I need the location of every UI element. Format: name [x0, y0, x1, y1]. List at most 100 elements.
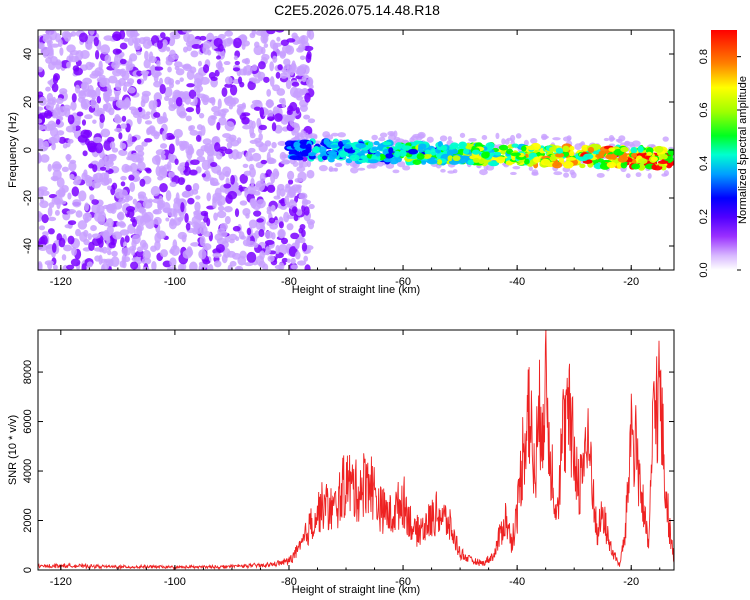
heatmap-cell — [115, 49, 122, 54]
heatmap-cell — [145, 111, 151, 116]
heatmap-cell — [452, 169, 458, 174]
heatmap-cell — [269, 76, 275, 87]
heatmap-cell — [138, 194, 145, 201]
heatmap-cell — [38, 96, 47, 106]
heatmap-cell — [82, 150, 88, 157]
heatmap-cell — [615, 138, 621, 142]
heatmap-cell — [280, 237, 289, 245]
heatmap-cell — [141, 141, 148, 147]
heatmap-cell — [124, 97, 131, 107]
heatmap-cell — [83, 229, 89, 237]
heatmap-cell — [308, 152, 316, 157]
heatmap-cell — [173, 61, 183, 68]
heatmap-cell — [275, 30, 285, 33]
heatmap-cell — [113, 201, 123, 210]
colorbar-tick-label: 0.8 — [698, 49, 710, 64]
heatmap-cell — [38, 186, 48, 192]
spectrogram-x-label: Height of straight line (km) — [292, 284, 420, 296]
heatmap-cell — [330, 132, 339, 137]
heatmap-cell — [280, 159, 291, 165]
heatmap-cell — [268, 217, 276, 224]
heatmap-cell — [52, 110, 57, 118]
heatmap-cell — [104, 165, 110, 171]
heatmap-cell — [296, 95, 304, 101]
heatmap-cell — [182, 249, 193, 259]
snr-y-tick-label: 2000 — [22, 508, 34, 532]
colorbar-tick-label: 0.4 — [698, 156, 710, 171]
heatmap-cell — [578, 142, 584, 146]
heatmap-marks — [38, 30, 674, 270]
heatmap-cell — [66, 61, 71, 69]
heatmap-cell — [440, 168, 446, 173]
heatmap-cell — [239, 173, 248, 184]
heatmap-cell — [258, 260, 266, 268]
heatmap-cell — [129, 182, 136, 193]
heatmap-cell — [308, 203, 315, 210]
heatmap-cell — [276, 36, 281, 42]
heatmap-cell — [71, 186, 80, 197]
heatmap-cell — [281, 257, 289, 263]
heatmap-cell — [66, 264, 75, 270]
heatmap-cell — [295, 251, 301, 260]
heatmap-cell — [100, 44, 111, 55]
heatmap-cell — [321, 155, 328, 160]
heatmap-cell — [264, 240, 275, 245]
heatmap-cell — [509, 134, 516, 142]
heatmap-cell — [168, 143, 175, 155]
heatmap-cell — [407, 148, 419, 155]
heatmap-cell — [48, 43, 53, 54]
heatmap-cell — [55, 97, 64, 105]
heatmap-cell — [373, 140, 380, 146]
heatmap-cell — [119, 42, 128, 50]
heatmap-cell — [286, 109, 293, 116]
heatmap-cell — [317, 146, 327, 154]
heatmap-cell — [107, 185, 112, 191]
heatmap-cell — [110, 256, 120, 267]
heatmap-cell — [94, 255, 101, 262]
heatmap-cell — [587, 146, 595, 154]
heatmap-cell — [179, 111, 187, 116]
heatmap-cell — [510, 152, 521, 157]
heatmap-cell — [128, 57, 133, 67]
heatmap-cell — [248, 163, 255, 171]
heatmap-cell — [360, 155, 368, 159]
heatmap-cell — [274, 170, 280, 177]
snr-series-line — [38, 330, 674, 570]
heatmap-cell — [661, 173, 668, 177]
heatmap-cell — [217, 98, 222, 109]
heatmap-cell — [283, 211, 290, 223]
heatmap-cell — [133, 175, 141, 182]
heatmap-cell — [495, 132, 500, 140]
heatmap-cell — [487, 160, 499, 167]
heatmap-cell — [224, 148, 233, 155]
heatmap-cell — [549, 155, 557, 162]
heatmap-cell — [236, 105, 243, 116]
heatmap-cell — [241, 116, 250, 125]
heatmap-cell — [51, 83, 59, 93]
heatmap-cell — [289, 101, 298, 112]
heatmap-cell — [266, 157, 275, 165]
heatmap-cell — [115, 99, 125, 109]
heatmap-cell — [266, 206, 273, 212]
heatmap-cell — [52, 264, 58, 270]
snr-x-ticks: -120 -100 -80 -60 -40 -20 — [50, 330, 661, 588]
heatmap-cell — [185, 184, 192, 192]
heatmap-cell — [187, 197, 195, 205]
spectrogram-x-ticks: -120 -100 -80 -60 -40 -20 — [50, 30, 661, 288]
heatmap-cell — [38, 225, 46, 231]
heatmap-cell — [430, 148, 437, 156]
heatmap-cell — [530, 137, 538, 144]
heatmap-cell — [211, 106, 220, 113]
heatmap-cell — [635, 172, 642, 178]
heatmap-cell — [206, 192, 212, 202]
heatmap-cell — [56, 177, 65, 188]
heatmap-cell — [291, 184, 301, 192]
heatmap-cell — [290, 232, 300, 240]
heatmap-cell — [191, 43, 202, 50]
heatmap-cell — [402, 165, 411, 171]
heatmap-cell — [59, 88, 68, 95]
heatmap-cell — [334, 162, 343, 167]
heatmap-cell — [278, 97, 285, 104]
heatmap-cell — [155, 149, 166, 156]
